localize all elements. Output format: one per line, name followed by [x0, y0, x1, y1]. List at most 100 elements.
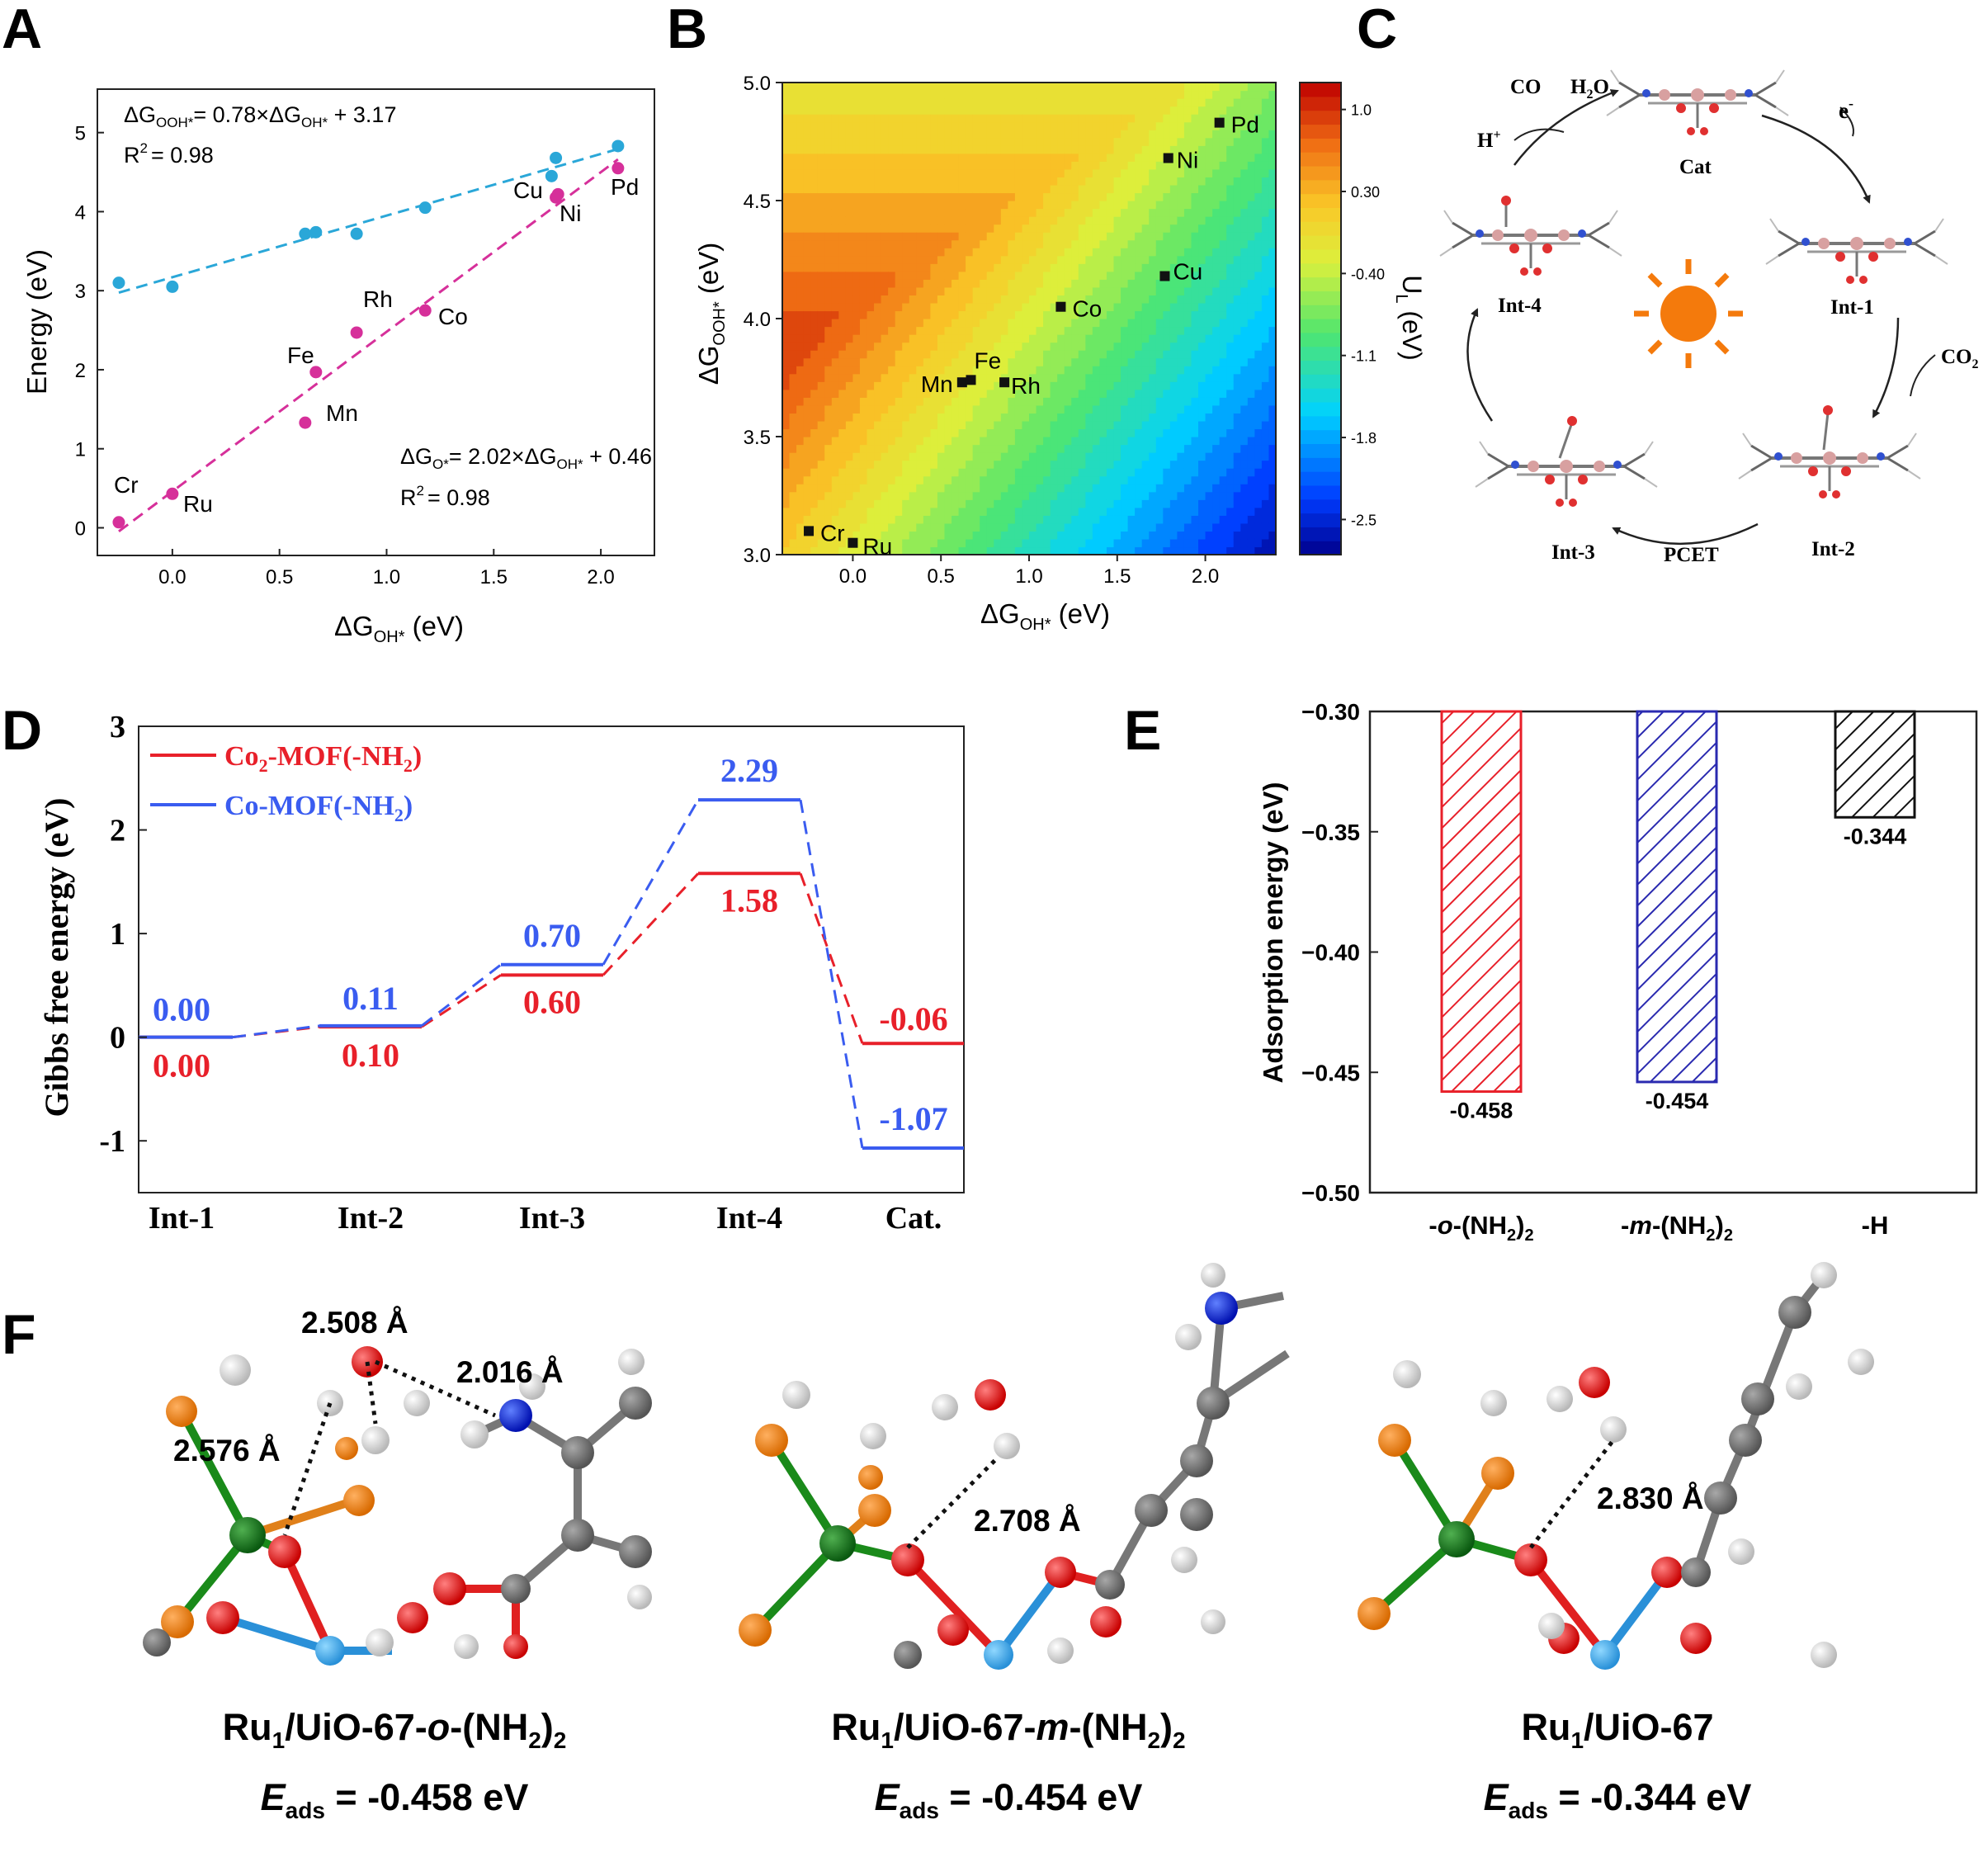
b-heatmap-cell: [1141, 137, 1150, 146]
b-heatmap-cell: [874, 357, 882, 366]
b-heatmap-cell: [1043, 177, 1051, 186]
b-heatmap-cell: [1169, 153, 1178, 162]
b-heatmap-cell: [1085, 491, 1093, 500]
b-heatmap-cell: [1219, 342, 1227, 351]
b-heatmap-cell: [1247, 460, 1255, 469]
b-heatmap-cell: [966, 302, 974, 312]
b-heatmap-cell: [1078, 192, 1086, 201]
b-heatmap-cell: [937, 468, 946, 477]
b-heatmap-cell: [881, 279, 889, 288]
b-heatmap-cell: [803, 515, 811, 524]
b-heatmap-cell: [1268, 397, 1277, 406]
b-heatmap-cell: [1071, 201, 1079, 210]
b-heatmap-cell: [859, 507, 868, 516]
b-colorbar: [1299, 82, 1342, 555]
b-heatmap-cell: [1022, 177, 1030, 186]
b-heatmap-cell: [923, 444, 931, 453]
b-heatmap-cell: [888, 420, 896, 430]
b-heatmap-cell: [824, 381, 833, 390]
b-heatmap-cell: [1036, 475, 1044, 484]
b-colorbar-segment: [1300, 262, 1341, 278]
b-heatmap-cell: [1254, 507, 1263, 516]
b-heatmap-cell: [1219, 484, 1227, 493]
b-heatmap-cell: [902, 499, 910, 508]
b-heatmap-cell: [1183, 491, 1192, 500]
b-heatmap-cell: [1113, 177, 1121, 186]
b-heatmap-cell: [1127, 507, 1136, 516]
b-heatmap-cell: [796, 295, 805, 304]
b-heatmap-cell: [1036, 437, 1044, 446]
b-heatmap-cell: [980, 121, 988, 130]
b-heatmap-cell: [810, 546, 819, 555]
b-heatmap-cell: [944, 192, 952, 201]
panel-c-catalytic-cycle: Cat Int-1 Int-2 Int-3 Int-4 CO H2O H+ e-…: [1438, 69, 1979, 566]
b-heatmap-cell: [1205, 106, 1213, 115]
b-heatmap-cell: [916, 546, 924, 555]
b-heatmap-cell: [958, 366, 966, 375]
b-heatmap-cell: [1169, 437, 1178, 446]
b-heatmap-cell: [1036, 404, 1044, 414]
b-heatmap-cell: [895, 98, 903, 107]
b-heatmap-cell: [1247, 216, 1255, 225]
b-heatmap-cell: [944, 184, 952, 194]
panel-e-bar-chart: −0.30−0.35−0.40−0.45−0.50 -0.458 -0.454-0…: [1258, 699, 1978, 1245]
b-heatmap-cell: [1141, 153, 1150, 162]
b-heatmap-cell: [1149, 177, 1157, 186]
b-heatmap-cell: [810, 420, 819, 430]
b-heatmap-cell: [972, 515, 980, 524]
b-heatmap-cell: [1191, 224, 1199, 233]
b-heatmap-cell: [1078, 184, 1086, 194]
b-heatmap-cell: [1198, 232, 1206, 241]
b-heatmap-cell: [1149, 208, 1157, 217]
b-heatmap-cell: [1177, 121, 1185, 130]
b-heatmap-cell: [895, 168, 903, 177]
b-heatmap-cell: [1247, 373, 1255, 382]
b-heatmap-cell: [810, 452, 819, 461]
b-heatmap-cell: [782, 302, 791, 312]
b-heatmap-cell: [1106, 326, 1115, 335]
b-heatmap-cell: [1268, 224, 1277, 233]
b-heatmap-cell: [986, 286, 994, 295]
b-heatmap-cell: [972, 263, 980, 272]
b-heatmap-cell: [1043, 114, 1051, 123]
b-heatmap-cell: [1219, 263, 1227, 272]
b-heatmap-cell: [1064, 98, 1072, 107]
b-heatmap-cell: [937, 460, 946, 469]
b-heatmap-cell: [810, 232, 819, 241]
b-heatmap-cell: [817, 491, 825, 500]
b-heatmap-cell: [867, 137, 875, 146]
b-heatmap-cell: [852, 130, 861, 139]
b-heatmap-cell: [986, 168, 994, 177]
b-heatmap-cell: [1191, 90, 1199, 99]
b-heatmap-cell: [937, 428, 946, 437]
b-heatmap-cell: [1071, 373, 1079, 382]
b-heatmap-cell: [845, 201, 854, 210]
panel-label-d: D: [2, 699, 42, 762]
b-heatmap-cell: [966, 121, 974, 130]
c-label-int4: Int-4: [1498, 295, 1542, 317]
b-heatmap-cell: [902, 114, 910, 123]
b-heatmap-cell: [1183, 302, 1192, 312]
b-heatmap-cell: [1050, 98, 1058, 107]
b-heatmap-cell: [1226, 201, 1235, 210]
b-heatmap-cell: [1121, 452, 1129, 461]
b-heatmap-cell: [782, 357, 791, 366]
b-heatmap-cell: [1198, 460, 1206, 469]
b-heatmap-cell: [895, 216, 903, 225]
b-heatmap-cell: [1043, 302, 1051, 312]
b-heatmap-cell: [1064, 389, 1072, 398]
b-heatmap-cell: [1261, 192, 1270, 201]
b-heatmap-cell: [874, 420, 882, 430]
b-heatmap-cell: [867, 452, 875, 461]
b-heatmap-cell: [852, 437, 861, 446]
b-heatmap-cell: [1036, 248, 1044, 257]
b-heatmap-cell: [958, 507, 966, 516]
b-heatmap-cell: [1149, 326, 1157, 335]
b-heatmap-cell: [1057, 515, 1065, 524]
b-heatmap-cell: [895, 310, 903, 319]
b-heatmap-cell: [937, 121, 946, 130]
b-heatmap-cell: [1219, 201, 1227, 210]
b-heatmap-cell: [966, 98, 974, 107]
